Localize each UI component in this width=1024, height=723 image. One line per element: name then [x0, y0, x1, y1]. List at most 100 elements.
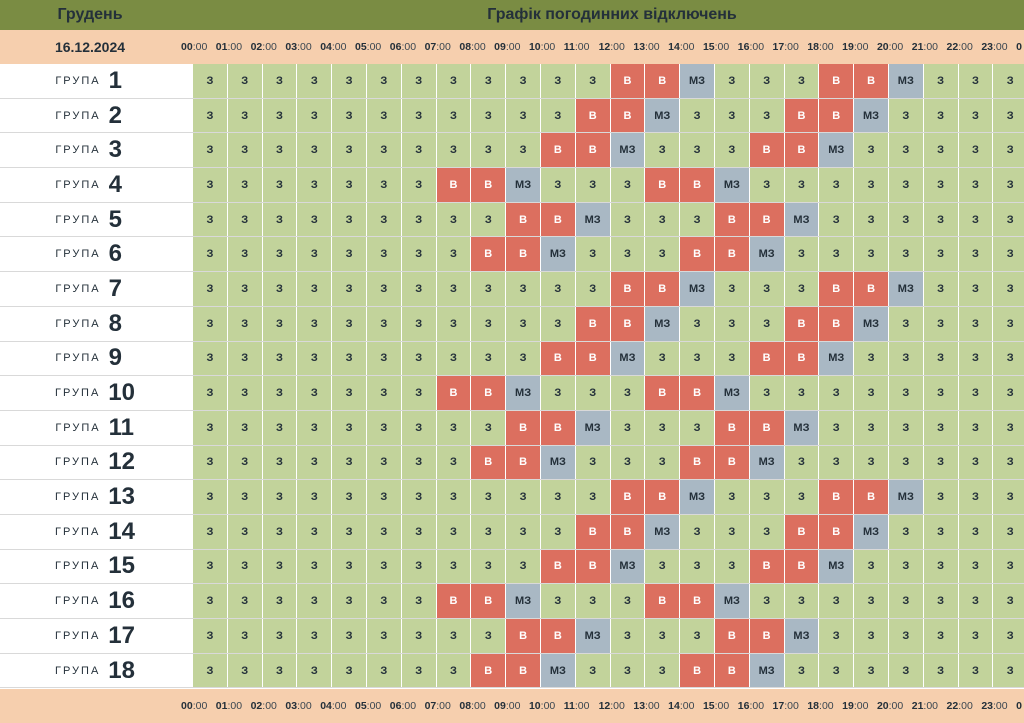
hour-value: 06	[389, 700, 402, 712]
schedule-cell: В	[854, 480, 889, 514]
schedule-cell: З	[471, 514, 507, 549]
hour-label: 13:00	[632, 689, 667, 723]
group-word: ГРУПА	[55, 178, 101, 191]
schedule-cell: З	[958, 133, 994, 168]
group-row: ГРУПА 14 З З З З З З З З З З З В В МЗ З З З В В МЗ З З З З	[0, 514, 1024, 550]
schedule-cell: З	[749, 64, 785, 98]
schedule-cell: З	[471, 549, 507, 584]
schedule-cell: З	[332, 445, 367, 480]
schedule-cell: МЗ	[714, 168, 750, 202]
minute-value: :00	[540, 41, 556, 53]
schedule-cell: МЗ	[749, 445, 785, 480]
schedule-cell: З	[540, 480, 576, 514]
schedule-cell: З	[471, 133, 507, 168]
schedule-cell: З	[540, 64, 576, 98]
schedule-cell: З	[993, 584, 1024, 618]
schedule-cell: З	[958, 64, 994, 98]
schedule-cell: З	[575, 376, 611, 410]
schedule-cell: З	[262, 514, 298, 549]
schedule-cell: З	[993, 64, 1024, 98]
minute-value: :00	[714, 41, 730, 53]
group-row: ГРУПА 1 З З З З З З З З З З З З В В МЗ З З З В В МЗ З З З	[0, 64, 1024, 99]
hour-cells: З З З З З З З З З З З В В МЗ З З З В В МЗ З З З З	[193, 514, 1024, 549]
schedule-cell: В	[610, 514, 646, 549]
schedule-cell: МЗ	[610, 341, 646, 376]
minute-value: :00	[958, 41, 973, 53]
schedule-cell: З	[366, 584, 402, 618]
schedule-cell: З	[958, 480, 994, 514]
group-word: ГРУПА	[55, 456, 101, 469]
hour-label: 20:00	[876, 30, 911, 64]
schedule-cell: З	[332, 133, 367, 168]
group-row: ГРУПА 11 З З З З З З З З З В В МЗ З З З В В МЗ З З З З З З	[0, 410, 1024, 446]
schedule-cell: З	[575, 445, 611, 480]
schedule-cell: В	[819, 64, 855, 98]
schedule-cell: В	[749, 133, 785, 168]
schedule-cell: З	[610, 653, 646, 688]
schedule-cell: З	[540, 98, 576, 133]
schedule-cell: В	[680, 168, 715, 202]
schedule-cell: З	[262, 133, 298, 168]
schedule-cell: В	[819, 480, 855, 514]
schedule-cell: В	[714, 445, 750, 480]
minute-value: :00	[645, 41, 660, 53]
schedule-cell: З	[645, 445, 681, 480]
schedule-cell: В	[610, 64, 646, 98]
schedule-cell: З	[680, 306, 715, 341]
schedule-cell: З	[506, 341, 541, 376]
hour-value: 04	[320, 41, 332, 53]
schedule-cell: В	[506, 410, 541, 445]
schedule-cell: МЗ	[680, 480, 715, 514]
hour-value: 22	[946, 700, 959, 712]
schedule-cell: В	[540, 410, 576, 445]
schedule-cell: З	[436, 514, 472, 549]
hour-label: 10:00	[528, 30, 563, 64]
minute-value: :00	[262, 41, 277, 53]
schedule-cell: В	[854, 64, 889, 98]
hour-label: 17:00	[772, 689, 807, 723]
hour-value: 03	[285, 41, 298, 53]
group-word: ГРУПА	[55, 282, 101, 295]
schedule-cell: З	[749, 306, 785, 341]
schedule-cell: З	[193, 480, 228, 514]
schedule-cell: З	[854, 619, 889, 653]
schedule-cell: З	[888, 376, 924, 410]
schedule-cell: З	[610, 584, 646, 618]
schedule-cell: В	[819, 514, 855, 549]
schedule-cell: З	[401, 98, 437, 133]
hour-value: 02	[250, 41, 263, 53]
schedule-cell: МЗ	[888, 272, 924, 306]
schedule-cell: З	[993, 341, 1024, 376]
schedule-cell: В	[645, 168, 681, 202]
group-number: 16	[108, 587, 135, 615]
schedule-cell: З	[680, 410, 715, 445]
hour-cells: З З З З З З З З З З З З В В МЗ З З З В В МЗ З З З	[193, 272, 1024, 306]
minute-value: :00	[993, 700, 1008, 712]
schedule-cell: З	[784, 445, 820, 480]
schedule-cell: В	[819, 98, 855, 133]
schedule-cell: З	[366, 98, 402, 133]
group-number: 3	[108, 136, 122, 164]
minute-value: :00	[714, 700, 730, 712]
schedule-cell: З	[227, 445, 263, 480]
schedule-cell: З	[854, 237, 889, 272]
schedule-cell: З	[540, 168, 576, 202]
schedule-cell: МЗ	[575, 202, 611, 237]
schedule-cell: В	[854, 272, 889, 306]
schedule-cell: З	[540, 376, 576, 410]
schedule-cell: З	[366, 272, 402, 306]
schedule-cell: З	[401, 341, 437, 376]
schedule-cell: З	[262, 584, 298, 618]
schedule-cell: З	[575, 584, 611, 618]
schedule-cell: З	[993, 237, 1024, 272]
hour-value: 0	[1016, 41, 1022, 53]
hour-label: 18:00	[806, 30, 841, 64]
hour-value: 08	[459, 700, 472, 712]
schedule-cell: З	[227, 133, 263, 168]
schedule-cell: В	[471, 653, 507, 688]
schedule-cell: З	[506, 514, 541, 549]
schedule-cell: З	[262, 341, 298, 376]
schedule-cell: В	[645, 64, 681, 98]
schedule-cell: З	[714, 514, 750, 549]
hour-cells: З З З З З З З В В МЗ З З З В В МЗ З З З З З З З З	[193, 376, 1024, 410]
